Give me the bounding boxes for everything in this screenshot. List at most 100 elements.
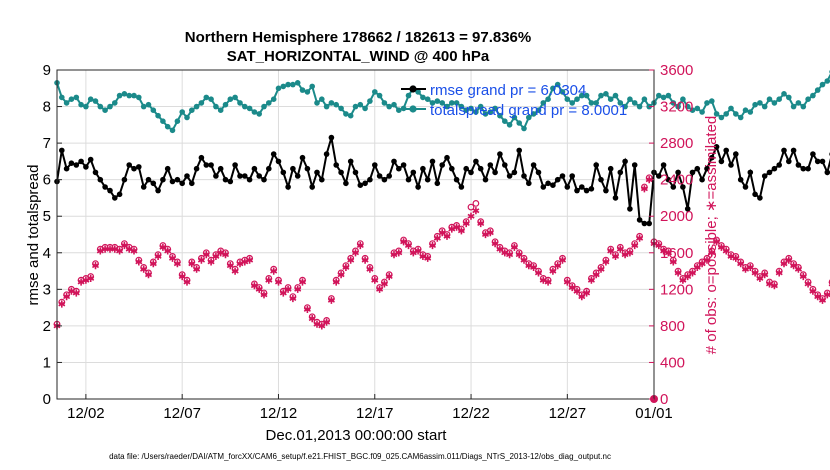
- obs-assimilated-point: [626, 249, 634, 257]
- totalspread-point: [227, 96, 234, 102]
- totalspread-point: [261, 103, 267, 110]
- totalspread-point: [179, 109, 185, 115]
- rmse-point: [468, 169, 474, 176]
- totalspread-point: [208, 96, 214, 102]
- obs-assimilated-point: [294, 285, 302, 293]
- obs-assimilated-point: [655, 241, 663, 250]
- totalspread-point: [631, 100, 638, 106]
- obs-assimilated-point: [308, 315, 316, 323]
- obs-assimilated-point: [409, 249, 417, 257]
- obs-assimilated-point: [207, 258, 215, 266]
- obs-assimilated-point: [414, 247, 422, 255]
- obs-assimilated-point: [770, 282, 778, 290]
- obs-assimilated-point: [77, 278, 85, 286]
- obs-assimilated-point: [746, 263, 754, 271]
- totalspread-point: [343, 111, 349, 117]
- y-left-tick-label: 5: [43, 208, 51, 225]
- y-left-tick-label: 4: [43, 245, 51, 262]
- totalspread-point: [535, 107, 542, 113]
- rmse-point: [579, 184, 585, 190]
- obs-assimilated-point: [255, 285, 263, 293]
- rmse-point: [631, 162, 638, 168]
- rmse-point: [781, 147, 787, 154]
- totalspread-point: [78, 101, 84, 108]
- rmse-point: [189, 180, 195, 187]
- totalspread-point: [786, 94, 792, 101]
- rmse-point: [174, 176, 181, 183]
- totalspread-point: [116, 92, 123, 99]
- plot-area: [57, 70, 654, 399]
- rmse-point: [155, 187, 161, 194]
- rmse-point: [593, 162, 599, 168]
- chart-subtitle: SAT_HORIZONTAL_WIND @ 400 hPa: [227, 48, 490, 65]
- rmse-point: [453, 176, 460, 183]
- rmse-point: [429, 158, 436, 165]
- obs-assimilated-point: [674, 269, 682, 277]
- rmse-point: [665, 176, 672, 183]
- obs-assimilated-point: [809, 287, 817, 295]
- totalspread-point: [795, 100, 802, 106]
- obs-assimilated-point: [87, 274, 95, 282]
- obs-assimilated-point: [732, 254, 740, 262]
- totalspread-point: [757, 100, 763, 106]
- totalspread-point: [680, 96, 686, 102]
- totalspread-point: [232, 94, 238, 101]
- obs-assimilated-point: [703, 256, 711, 264]
- rmse-point: [290, 165, 296, 172]
- rmse-point: [636, 217, 643, 223]
- obs-assimilated-point: [563, 278, 571, 286]
- rmse-point: [169, 178, 176, 185]
- rmse-point: [684, 206, 691, 212]
- totalspread-point: [463, 107, 470, 113]
- y-right-tick-label: 800: [660, 318, 685, 335]
- totalspread-point: [800, 103, 807, 110]
- totalspread-point: [810, 92, 816, 99]
- totalspread-point: [473, 109, 479, 115]
- rmse-point: [357, 182, 364, 188]
- obs-assimilated-point: [284, 285, 292, 293]
- totalspread-point: [612, 92, 619, 99]
- obs-assimilated-point: [756, 274, 764, 282]
- rmse-point: [136, 164, 142, 170]
- obs-assimilated-point: [72, 289, 80, 297]
- obs-assimilated-point: [799, 272, 807, 281]
- obs-assimilated-point: [91, 262, 100, 270]
- rmse-point: [424, 176, 431, 183]
- rmse-point: [217, 165, 224, 172]
- totalspread-point: [665, 92, 672, 99]
- obs-assimilated-point: [169, 254, 177, 262]
- x-axis-label: Dec.01,2013 00:00:00 start: [266, 427, 448, 444]
- totalspread-point: [222, 101, 229, 108]
- totalspread-point: [372, 89, 378, 95]
- totalspread-point: [203, 94, 210, 101]
- rmse-point: [675, 169, 681, 176]
- totalspread-point: [574, 96, 580, 102]
- obs-assimilated-point: [607, 247, 615, 255]
- rmse-point: [304, 165, 311, 172]
- totalspread-point: [521, 125, 527, 132]
- rmse-point: [150, 180, 157, 187]
- rmse-point: [526, 180, 532, 187]
- y-left-tick-label: 0: [43, 391, 51, 408]
- rmse-point: [362, 180, 368, 187]
- totalspread-point: [641, 96, 648, 102]
- rmse-point: [728, 162, 734, 168]
- totalspread-point: [396, 107, 402, 113]
- rmse-point: [742, 184, 749, 190]
- totalspread-point: [728, 105, 734, 112]
- obs-assimilated-point: [274, 278, 283, 286]
- obs-assimilated-point: [289, 294, 297, 303]
- obs-assimilated-point: [679, 276, 687, 284]
- rmse-point: [280, 169, 287, 176]
- legend-rmse-label: rmse grand pr = 6.0304: [430, 82, 586, 99]
- totalspread-point: [718, 114, 725, 121]
- rmse-point: [251, 165, 258, 172]
- obs-assimilated-point: [814, 293, 822, 301]
- obs-assimilated-point: [342, 263, 350, 271]
- legend-spread-marker: [409, 105, 417, 113]
- totalspread-point: [776, 96, 782, 102]
- obs-possible-point: [472, 199, 480, 207]
- rmse-point: [540, 184, 547, 190]
- obs-assimilated-point: [202, 251, 210, 259]
- rmse-point: [747, 169, 754, 176]
